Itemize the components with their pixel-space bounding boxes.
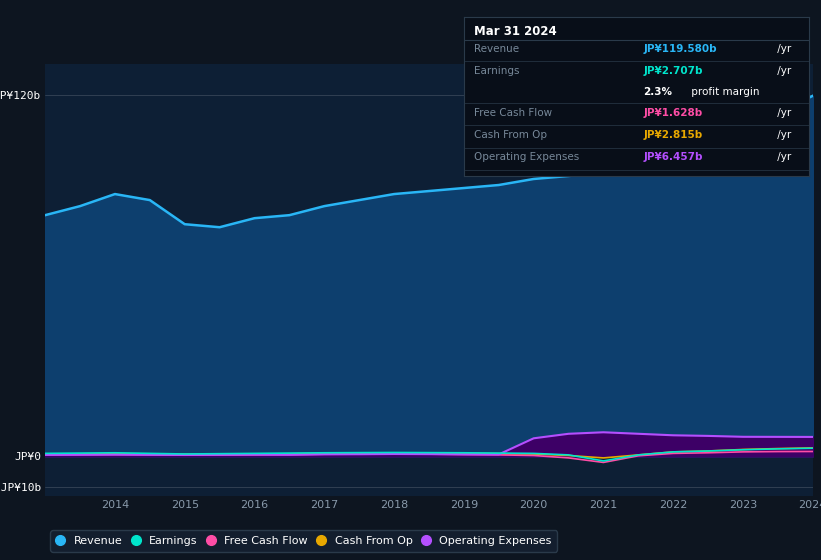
Text: 2.3%: 2.3% — [643, 87, 672, 97]
Text: /yr: /yr — [774, 108, 791, 118]
Text: JP¥1.628b: JP¥1.628b — [643, 108, 703, 118]
Text: /yr: /yr — [774, 44, 791, 54]
Text: Revenue: Revenue — [475, 44, 520, 54]
Text: JP¥2.815b: JP¥2.815b — [643, 130, 703, 140]
Text: /yr: /yr — [774, 66, 791, 76]
Text: JP¥6.457b: JP¥6.457b — [643, 152, 703, 162]
Text: /yr: /yr — [774, 130, 791, 140]
Text: profit margin: profit margin — [688, 87, 759, 97]
Legend: Revenue, Earnings, Free Cash Flow, Cash From Op, Operating Expenses: Revenue, Earnings, Free Cash Flow, Cash … — [50, 530, 557, 552]
Text: JP¥119.580b: JP¥119.580b — [643, 44, 717, 54]
Text: Earnings: Earnings — [475, 66, 520, 76]
Text: /yr: /yr — [774, 152, 791, 162]
Text: Cash From Op: Cash From Op — [475, 130, 548, 140]
Text: Mar 31 2024: Mar 31 2024 — [475, 25, 557, 38]
Text: Free Cash Flow: Free Cash Flow — [475, 108, 553, 118]
Text: Operating Expenses: Operating Expenses — [475, 152, 580, 162]
Text: JP¥2.707b: JP¥2.707b — [643, 66, 703, 76]
